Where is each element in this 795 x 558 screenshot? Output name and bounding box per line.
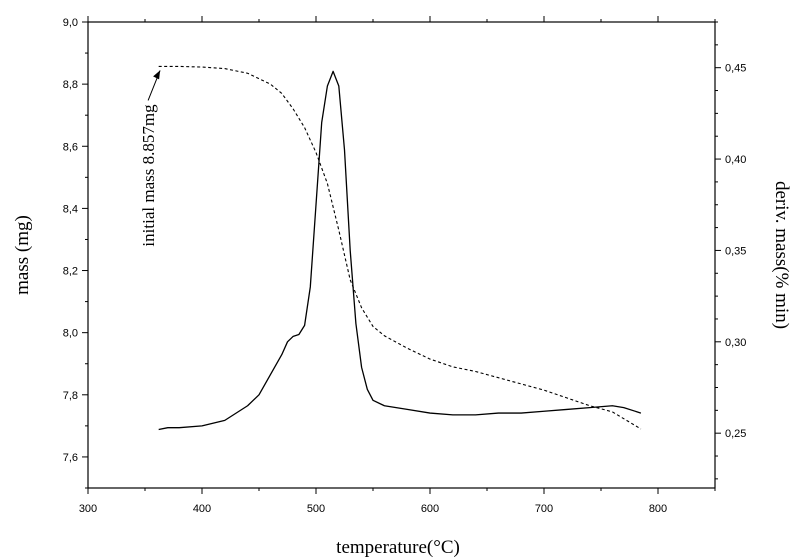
x-tick-label: 300 [79, 503, 97, 515]
series-layer [158, 65, 642, 431]
x-axis-title: temperature(°C) [336, 537, 460, 558]
y-right-tick-label: 0,30 [725, 337, 746, 349]
y-right-tick-label: 0,45 [725, 63, 746, 75]
y-left-tick-label: 7,8 [63, 390, 78, 402]
y-left-tick-label: 7,6 [63, 452, 78, 464]
y-right-axis-title: deriv. mass(% min) [771, 181, 792, 329]
y-left-tick-label: 8,8 [63, 79, 78, 91]
plot-frame [87, 21, 716, 489]
tick-labels: 300 400 500 600 700 800 7,6 7,8 8,0 8,2 8,4 8,6 8,8 9… [63, 17, 747, 515]
y-right-tick-label: 0,40 [725, 154, 746, 166]
y-right-tick-label: 0,25 [725, 428, 746, 440]
x-tick-label: 400 [193, 503, 211, 515]
y-left-tick-label: 8,4 [63, 203, 78, 215]
x-tick-label: 600 [421, 503, 439, 515]
x-tick-label: 800 [649, 503, 667, 515]
annotation-arrowhead [153, 70, 161, 80]
y-left-tick-label: 8,6 [63, 141, 78, 153]
annotation: initial mass 8.857mg [139, 70, 161, 247]
y-right-tick-label: 0,35 [725, 245, 746, 257]
x-tick-label: 500 [307, 503, 325, 515]
axis-ticks [82, 16, 721, 494]
deriv-mass-series [158, 70, 642, 431]
mass-series [158, 65, 642, 430]
annotation-text: initial mass 8.857mg [139, 104, 158, 247]
y-left-tick-label: 8,0 [63, 328, 78, 340]
x-tick-label: 700 [535, 503, 553, 515]
y-left-axis-title: mass (mg) [12, 215, 33, 295]
y-left-tick-label: 8,2 [63, 266, 78, 278]
y-left-tick-label: 9,0 [63, 17, 78, 29]
